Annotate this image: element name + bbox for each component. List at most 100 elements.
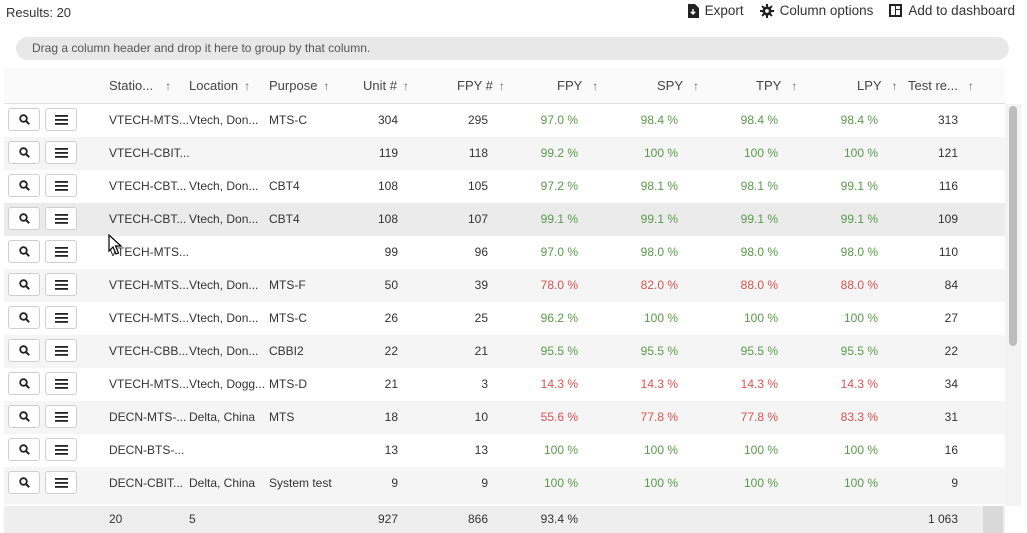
hamburger-icon: [54, 477, 68, 488]
column-header-tpy[interactable]: TPY ↑: [756, 78, 798, 93]
search-icon: [18, 279, 30, 290]
table-row[interactable]: VTECH-MTS... 99 96 97.0 % 98.0 % 98.0 % 98.0 %…: [4, 236, 1005, 269]
inspect-row-button[interactable]: [8, 240, 40, 263]
column-header-fpy-count[interactable]: FPY # ↑: [457, 78, 505, 93]
row-menu-button[interactable]: [45, 372, 77, 395]
cell-purpose: MTS-C: [269, 113, 307, 127]
table-row[interactable]: VTECH-CBIT... 119 118 99.2 % 100 % 100 % 100 %…: [4, 137, 1005, 170]
table-row[interactable]: VTECH-MTS... Vtech, Don... MTS-C 304 295 97.0…: [4, 104, 1005, 137]
inspect-row-button[interactable]: [8, 372, 40, 395]
add-to-dashboard-button[interactable]: Add to dashboard: [889, 3, 1015, 18]
cell-test-results: 22: [944, 344, 958, 358]
table-row[interactable]: DECN-CBIT... Delta, China System test 9 9 100…: [4, 467, 1005, 500]
column-header-unit[interactable]: Unit # ↑: [363, 78, 409, 93]
row-menu-button[interactable]: [45, 240, 77, 263]
cell-purpose: CBBI2: [269, 344, 304, 358]
column-header-fpy[interactable]: FPY ↑: [557, 78, 599, 93]
column-options-button[interactable]: Column options: [759, 3, 874, 18]
search-icon: [18, 312, 30, 323]
table-row[interactable]: DECN-BTS-... 13 13 100 % 100 % 100 % 100 % 16: [4, 434, 1005, 467]
cell-purpose: MTS: [269, 410, 295, 424]
row-menu-button[interactable]: [45, 141, 77, 164]
row-menu-button[interactable]: [45, 471, 77, 494]
row-menu-button[interactable]: [45, 174, 77, 197]
cell-spy: 98.1 %: [640, 179, 678, 193]
table-row[interactable]: VTECH-MTS... Vtech, Dogg... MTS-D 21 3 14.3 %…: [4, 368, 1005, 401]
cell-fpy: 78.0 %: [540, 278, 578, 292]
row-menu-button[interactable]: [45, 339, 77, 362]
inspect-row-button[interactable]: [8, 306, 40, 329]
cell-location: Vtech, Don...: [189, 311, 259, 325]
table-row[interactable]: VTECH-MTS... Vtech, Don... MTS-C 26 25 96.2 %…: [4, 302, 1005, 335]
cell-unit: 50: [384, 278, 398, 292]
scrollbar-thumb[interactable]: [1009, 106, 1017, 346]
cell-fpy-count: 295: [467, 113, 488, 127]
group-by-drop-zone[interactable]: Drag a column header and drop it here to…: [16, 37, 1009, 60]
cell-tpy: 100 %: [743, 443, 778, 457]
inspect-row-button[interactable]: [8, 339, 40, 362]
inspect-row-button[interactable]: [8, 108, 40, 131]
cell-tpy: 98.1 %: [740, 179, 778, 193]
table-row[interactable]: [4, 500, 1005, 504]
hamburger-icon: [54, 378, 68, 389]
gear-icon: [759, 3, 774, 18]
total-locations: 5: [189, 512, 196, 526]
inspect-row-button[interactable]: [8, 273, 40, 296]
cell-purpose: MTS-F: [269, 278, 306, 292]
table-row[interactable]: VTECH-CBT... Vtech, Don... CBT4 108 105 97.2 …: [4, 170, 1005, 203]
sort-arrow-icon: ↑: [592, 79, 599, 93]
cell-tpy: 100 %: [743, 146, 778, 160]
cell-location: Vtech, Don...: [189, 212, 259, 226]
column-header-spy[interactable]: SPY ↑: [657, 78, 700, 93]
search-icon: [18, 477, 30, 488]
cell-lpy: 99.1 %: [840, 179, 878, 193]
cell-fpy: 55.6 %: [540, 410, 578, 424]
row-menu-button[interactable]: [45, 207, 77, 230]
row-menu-button[interactable]: [45, 438, 77, 461]
column-header-test-results[interactable]: Test re... ↑: [908, 78, 974, 93]
top-bar: Results: 20 Export Column options Add to…: [0, 0, 1027, 26]
inspect-row-button[interactable]: [8, 438, 40, 461]
cell-purpose: MTS-C: [269, 311, 307, 325]
cell-unit: 304: [377, 113, 398, 127]
cell-test-results: 16: [944, 443, 958, 457]
column-header-purpose[interactable]: Purpose ↑: [269, 78, 330, 93]
search-icon: [18, 147, 30, 158]
cell-station: VTECH-CBB...: [109, 344, 189, 358]
grid-header: Statio... ↑ Location ↑ Purpose ↑ Unit # ↑ FP…: [4, 68, 1005, 104]
column-header-station[interactable]: Statio... ↑: [109, 78, 172, 93]
cell-station: DECN-MTS-...: [109, 410, 187, 424]
cell-tpy: 95.5 %: [740, 344, 778, 358]
vertical-scrollbar[interactable]: [1005, 104, 1021, 506]
inspect-row-button[interactable]: [8, 174, 40, 197]
table-row[interactable]: VTECH-CBT... Vtech, Don... CBT4 108 107 99.1 …: [4, 203, 1005, 236]
sort-arrow-icon: ↑: [244, 79, 251, 93]
table-row[interactable]: DECN-MTS-... Delta, China MTS 18 10 55.6 % 77.…: [4, 401, 1005, 434]
inspect-row-button[interactable]: [8, 141, 40, 164]
inspect-row-button[interactable]: [8, 471, 40, 494]
inspect-row-button[interactable]: [8, 207, 40, 230]
sort-arrow-icon: ↑: [967, 79, 974, 93]
cell-test-results: 34: [944, 377, 958, 391]
row-menu-button[interactable]: [45, 108, 77, 131]
sort-arrow-icon: ↑: [165, 79, 172, 93]
cell-lpy: 83.3 %: [840, 410, 878, 424]
cell-fpy: 97.0 %: [540, 113, 578, 127]
search-icon: [18, 246, 30, 257]
row-menu-button[interactable]: [45, 405, 77, 428]
table-row[interactable]: VTECH-CBB... Vtech, Don... CBBI2 22 21 95.5 %…: [4, 335, 1005, 368]
table-row[interactable]: VTECH-MTS... Vtech, Don... MTS-F 50 39 78.0 %…: [4, 269, 1005, 302]
row-menu-button[interactable]: [45, 306, 77, 329]
cell-unit: 99: [384, 245, 398, 259]
sort-arrow-icon: ↑: [498, 79, 505, 93]
column-options-label: Column options: [779, 3, 874, 18]
cell-station: VTECH-CBT...: [109, 212, 187, 226]
add-to-dashboard-label: Add to dashboard: [908, 3, 1015, 18]
row-menu-button[interactable]: [45, 273, 77, 296]
export-button[interactable]: Export: [687, 3, 744, 18]
column-header-location[interactable]: Location ↑: [189, 78, 251, 93]
column-header-lpy[interactable]: LPY ↑: [857, 78, 898, 93]
cell-spy: 100 %: [643, 311, 678, 325]
cell-tpy: 98.0 %: [740, 245, 778, 259]
inspect-row-button[interactable]: [8, 405, 40, 428]
